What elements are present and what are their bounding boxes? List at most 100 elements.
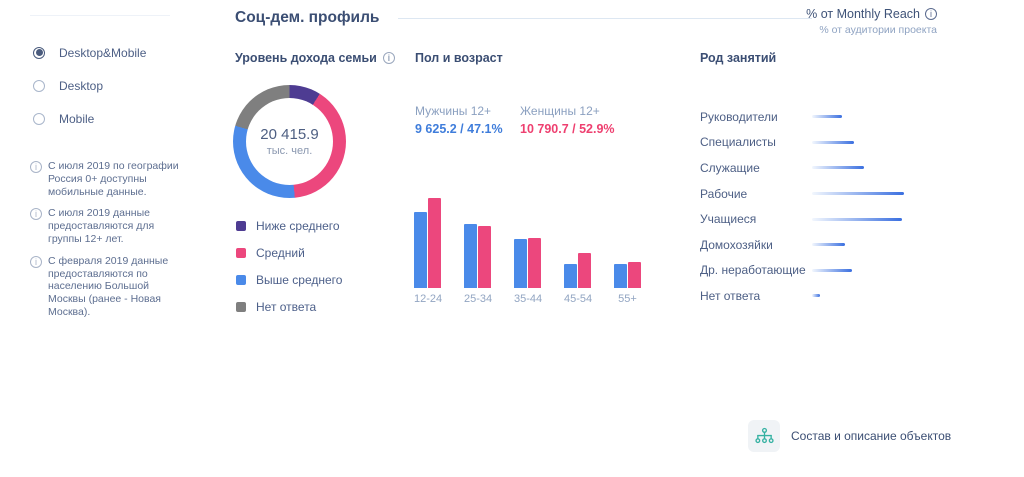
radio-icon[interactable] <box>33 112 45 125</box>
occupation-bar[interactable] <box>812 294 820 298</box>
age-group: 12-24 <box>414 195 443 305</box>
occupation-row: Учащиеся <box>700 206 970 232</box>
note-item: i С июля 2019 данные предоставляются для… <box>30 207 184 245</box>
donut-center-value: 20 415.9 <box>260 126 319 143</box>
male-label: Мужчины 12+ <box>415 104 492 118</box>
note-text: С июля 2019 данные предоставляются для г… <box>48 207 155 245</box>
gender-age-bar-chart: 12-24 25-34 35-44 45-54 55+ <box>414 195 641 305</box>
income-legend-swatch <box>236 247 246 258</box>
occupation-chart: Руководители Специалисты Служащие Рабочи… <box>700 104 970 309</box>
legend-item: Нет ответа <box>236 293 342 320</box>
income-legend-swatch <box>236 301 246 312</box>
gender-age-title-text: Пол и возраст <box>415 51 503 65</box>
male-bar[interactable] <box>464 224 477 288</box>
occupation-label: Домохозяйки <box>700 237 773 252</box>
platform-option-label[interactable]: Mobile <box>59 111 95 126</box>
occupation-label: Рабочие <box>700 186 748 201</box>
info-icon[interactable]: i <box>925 8 937 20</box>
female-value: 10 790.7 / 52.9% <box>520 122 615 136</box>
age-tick-label: 35-44 <box>514 293 543 305</box>
info-icon: i <box>30 208 42 221</box>
legend-label: Нет ответа <box>256 299 317 314</box>
male-bar[interactable] <box>414 212 427 288</box>
occupation-bar[interactable] <box>812 217 902 221</box>
female-bar[interactable] <box>428 198 441 288</box>
metric-label-row: % от Monthly Reach i <box>806 7 937 21</box>
female-bar[interactable] <box>578 253 591 288</box>
male-bar[interactable] <box>564 264 577 288</box>
age-tick-label: 12-24 <box>414 293 443 305</box>
occupation-row: Домохозяйки <box>700 232 970 258</box>
metric-sublabel: % от аудитории проекта <box>819 24 937 36</box>
female-bar[interactable] <box>478 226 491 288</box>
age-group: 35-44 <box>514 195 543 305</box>
note-item: i С февраля 2019 данные предоставляются … <box>30 255 184 319</box>
age-tick-label: 45-54 <box>564 293 593 305</box>
occupation-row: Нет ответа <box>700 283 970 309</box>
occupation-title-text: Род занятий <box>700 51 777 65</box>
title-divider <box>398 18 812 19</box>
legend-item: Выше среднего <box>236 266 342 293</box>
legend-label: Ниже среднего <box>256 218 340 233</box>
income-legend-swatch <box>236 274 246 285</box>
occupation-row: Специалисты <box>700 130 970 156</box>
sidebar-notes: i С июля 2019 по географии Россия 0+ дос… <box>30 160 184 328</box>
radio-icon[interactable] <box>33 46 45 59</box>
page-title: Соц-дем. профиль <box>235 9 380 26</box>
age-group: 55+ <box>614 195 641 305</box>
occupation-bar[interactable] <box>812 268 852 272</box>
legend-item: Ниже среднего <box>236 212 342 239</box>
occupation-label: Служащие <box>700 160 760 175</box>
legend-item: Средний <box>236 239 342 266</box>
age-tick-label: 25-34 <box>464 293 493 305</box>
info-icon[interactable]: i <box>382 52 395 64</box>
female-bar[interactable] <box>528 238 541 288</box>
objects-description-link[interactable]: Состав и описание объектов <box>748 420 951 452</box>
platform-option-desktop[interactable]: Desktop <box>33 69 146 102</box>
male-total: Мужчины 12+ 9 625.2 / 47.1% <box>415 104 520 136</box>
occupation-bar[interactable] <box>812 115 842 119</box>
platform-option-label[interactable]: Desktop <box>59 78 104 93</box>
platform-option-label[interactable]: Desktop&Mobile <box>59 45 147 60</box>
income-legend: Ниже среднего Средний Выше среднего Нет … <box>236 212 342 320</box>
occupation-bar[interactable] <box>812 140 854 144</box>
platform-option-mobile[interactable]: Mobile <box>33 102 146 135</box>
platform-option-desktop-mobile[interactable]: Desktop&Mobile <box>33 36 146 69</box>
occupation-label: Учащиеся <box>700 212 757 227</box>
occupation-row: Др. неработающие <box>700 258 970 284</box>
occupation-label: Руководители <box>700 109 778 124</box>
occupation-bar[interactable] <box>812 166 864 170</box>
male-bar[interactable] <box>514 239 527 288</box>
radio-icon[interactable] <box>33 79 45 92</box>
occupation-label: Нет ответа <box>700 288 761 303</box>
gender-totals: Мужчины 12+ 9 625.2 / 47.1% Женщины 12+ … <box>415 104 625 136</box>
hierarchy-icon[interactable] <box>748 420 780 452</box>
sidebar-divider <box>30 15 170 16</box>
legend-label: Выше среднего <box>256 272 343 287</box>
occupation-label: Специалисты <box>700 135 776 150</box>
platform-radio-group: Desktop&Mobile Desktop Mobile <box>33 36 146 135</box>
income-legend-swatch <box>236 220 246 231</box>
objects-description-label[interactable]: Состав и описание объектов <box>791 429 952 443</box>
female-bar[interactable] <box>628 262 641 288</box>
age-tick-label: 55+ <box>618 293 637 305</box>
note-text: С июля 2019 по географии Россия 0+ досту… <box>48 160 179 198</box>
occupation-row: Служащие <box>700 155 970 181</box>
note-item: i С июля 2019 по географии Россия 0+ дос… <box>30 160 184 198</box>
occupation-section-title: Род занятий <box>700 51 776 65</box>
female-label: Женщины 12+ <box>520 104 600 118</box>
male-value: 9 625.2 / 47.1% <box>415 122 503 136</box>
donut-center-unit: тыс. чел. <box>266 145 313 157</box>
occupation-bar[interactable] <box>812 192 904 196</box>
occupation-row: Руководители <box>700 104 970 130</box>
income-donut-chart: 20 415.9 тыс. чел. <box>233 85 346 198</box>
male-bar[interactable] <box>614 264 627 288</box>
occupation-bar[interactable] <box>812 243 845 247</box>
metric-label: % от Monthly Reach <box>806 7 920 21</box>
age-group: 45-54 <box>564 195 593 305</box>
note-text: С февраля 2019 данные предоставляются по… <box>48 254 169 318</box>
female-total: Женщины 12+ 10 790.7 / 52.9% <box>520 104 625 136</box>
metric-selector: % от Monthly Reach i % от аудитории прое… <box>806 7 937 36</box>
info-icon: i <box>30 255 42 268</box>
